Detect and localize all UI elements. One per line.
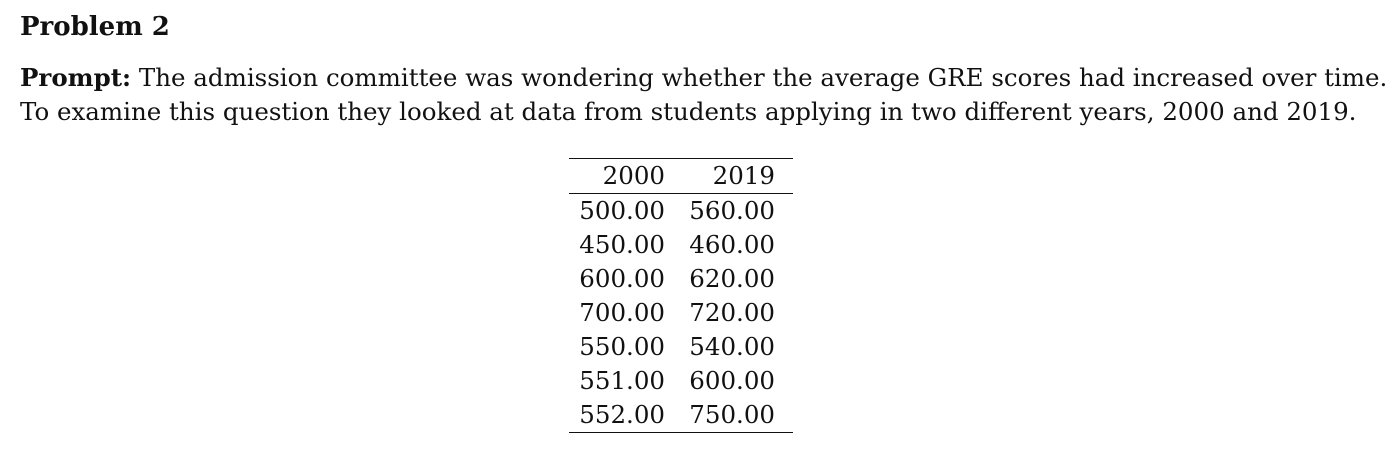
problem-heading: Problem 2: [20, 12, 170, 42]
cell-2000: 700.00: [579, 298, 665, 327]
cell-2019: 600.00: [689, 366, 775, 395]
table-row: 550.00 540.00: [569, 330, 793, 364]
cell-2000: 500.00: [579, 196, 665, 225]
cell-2019: 620.00: [689, 264, 775, 293]
prompt-line-1: Prompt: The admission committee was wond…: [20, 61, 1388, 95]
table-row: 600.00 620.00: [569, 262, 793, 296]
cell-2019: 750.00: [689, 400, 775, 429]
prompt-line-2: To examine this question they looked at …: [20, 97, 1357, 126]
prompt-label: Prompt:: [20, 63, 132, 92]
table-row: 450.00 460.00: [569, 228, 793, 262]
table-row: 700.00 720.00: [569, 296, 793, 330]
cell-2019: 460.00: [689, 230, 775, 259]
cell-2000: 450.00: [579, 230, 665, 259]
cell-2000: 550.00: [579, 332, 665, 361]
table-row: 551.00 600.00: [569, 364, 793, 398]
cell-2000: 551.00: [579, 366, 665, 395]
table-header-row: 2000 2019: [569, 158, 793, 194]
cell-2019: 560.00: [689, 196, 775, 225]
cell-2000: 552.00: [579, 400, 665, 429]
gre-scores-table: 2000 2019 500.00 560.00 450.00 460.00 60…: [569, 158, 793, 433]
header-2000: 2000: [602, 161, 665, 190]
cell-2019: 720.00: [689, 298, 775, 327]
cell-2000: 600.00: [579, 264, 665, 293]
prompt-paragraph: Prompt: The admission committee was wond…: [20, 61, 1388, 129]
header-2019: 2019: [712, 161, 775, 190]
table-row: 500.00 560.00: [569, 194, 793, 229]
table-row: 552.00 750.00: [569, 398, 793, 433]
cell-2019: 540.00: [689, 332, 775, 361]
prompt-text-1: The admission committee was wondering wh…: [138, 63, 1388, 92]
